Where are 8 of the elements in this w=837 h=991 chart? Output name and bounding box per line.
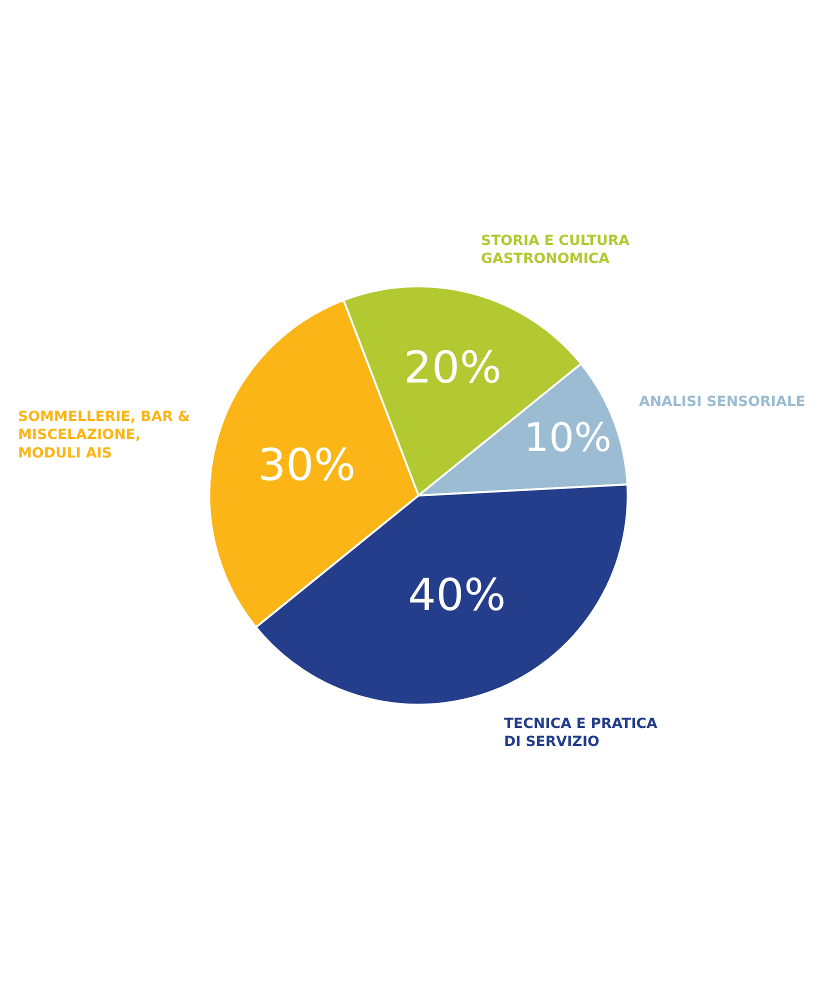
data-label: 30%	[258, 440, 356, 492]
data-label: 10%	[524, 415, 612, 462]
slice-label: ANALISI SENSORIALE	[639, 394, 806, 410]
slice-label: STORIA E CULTURA GASTRONOMICA	[481, 233, 630, 268]
data-label: 40%	[408, 570, 506, 622]
data-label: 20%	[404, 342, 502, 394]
slice-label: TECNICA E PRATICA DI SERVIZIO	[504, 716, 658, 750]
slice-label: SOMMELLERIE, BAR & MISCELAZIONE, MODULI AIS	[18, 409, 190, 462]
